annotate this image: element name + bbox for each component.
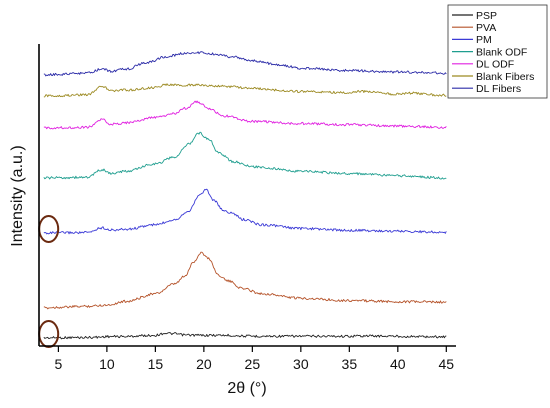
x-ticks: 5 10 15 20 25 30 35 40 45 [54, 346, 454, 372]
x-tick-label: 45 [439, 356, 455, 372]
x-tick-label: 35 [342, 356, 358, 372]
legend-label: PVA [476, 22, 496, 34]
legend-label: PSP [476, 10, 497, 22]
x-tick-label: 20 [196, 356, 212, 372]
x-tick-label: 10 [99, 356, 115, 372]
series-line-pm [43, 188, 447, 235]
series-line-pva [43, 251, 447, 310]
plot-area [43, 51, 447, 340]
series-line-psp [43, 332, 447, 340]
legend-label: DL Fibers [476, 83, 521, 95]
annotations [38, 215, 60, 348]
highlight-ellipse-1 [38, 320, 60, 348]
x-tick-label: 25 [245, 356, 261, 372]
series-line-blank-odf [43, 131, 447, 180]
legend-label: Blank Fibers [476, 71, 534, 83]
x-tick-label: 40 [390, 356, 406, 372]
legend-label: PM [476, 34, 492, 46]
x-tick-label: 15 [148, 356, 164, 372]
x-tick-label: 5 [54, 356, 62, 372]
series-line-blank-fibers [43, 83, 447, 98]
highlight-ellipse-2 [38, 215, 60, 243]
x-axis-title: 2θ (°) [227, 380, 266, 397]
series-line-dl-fibers [43, 51, 447, 77]
legend-label: Blank ODF [476, 46, 527, 58]
x-tick-label: 30 [293, 356, 309, 372]
legend-label: DL ODF [476, 59, 514, 71]
y-axis-title: Intensity (a.u.) [9, 145, 26, 246]
series-line-dl-odf [43, 100, 447, 130]
